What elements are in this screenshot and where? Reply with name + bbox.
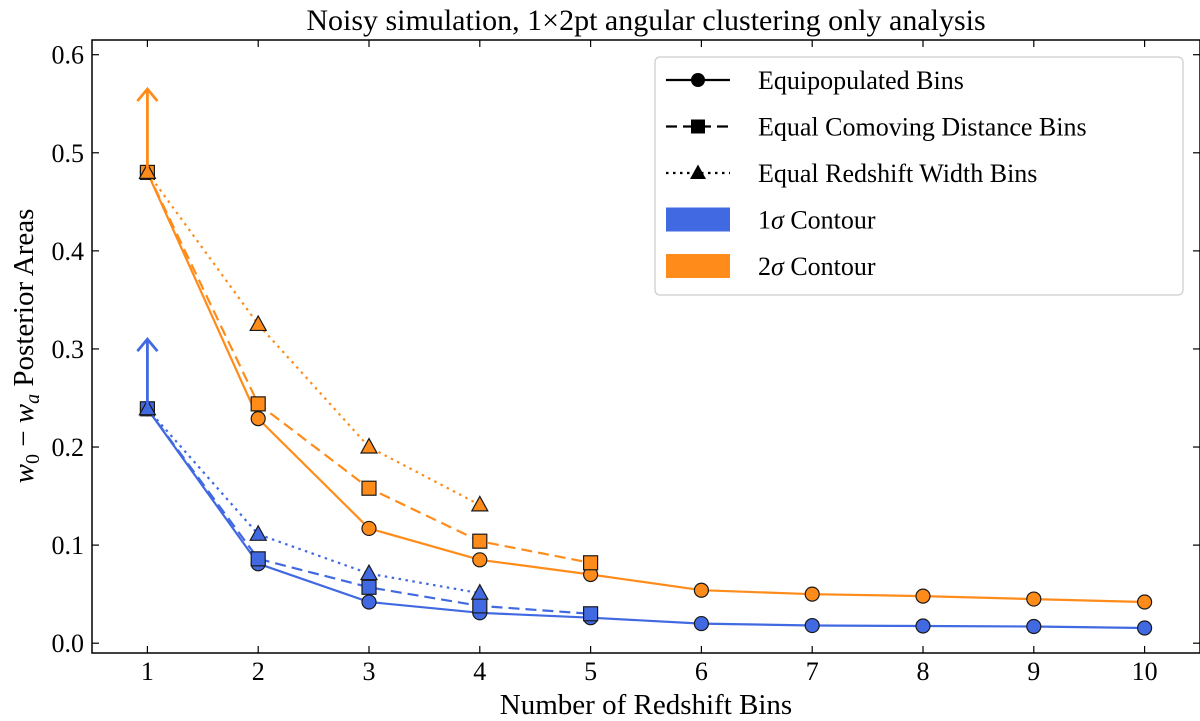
legend-box [654,56,1184,296]
series-1sigma-equal-redshift-width [138,399,489,600]
data-point [250,410,266,427]
y-tick-label: 0.1 [52,531,85,560]
data-point [804,586,820,602]
legend-label: Equal Redshift Width Bins [758,159,1037,188]
data-point [804,617,820,634]
x-tick-label: 3 [363,657,376,686]
axes-frame [91,39,1200,654]
y-tick-label: 0.5 [52,139,85,168]
y-tick-label: 0.6 [52,41,85,70]
series-1sigma-equal-comoving-distance [139,401,599,622]
series-1sigma-equipopulated [139,401,1153,636]
series-line [146,171,591,564]
x-tick-label: 9 [1027,657,1040,686]
data-point [361,480,377,496]
y-tick-label: 0.3 [52,335,85,364]
data-point [472,552,488,568]
data-point [1026,618,1042,635]
data-point [582,606,599,622]
data-point [359,437,379,454]
series-line [146,408,1145,630]
data-point [915,618,931,634]
legend-label: Equal Comoving Distance Bins [758,113,1087,142]
x-tick-label: 6 [695,657,708,686]
data-point [249,524,268,541]
lower-limit-arrow [136,336,159,409]
legend: Equipopulated Bins Equal Comoving Distanc… [654,56,1184,296]
y-tick-label: 0.0 [52,629,85,658]
x-tick-label: 2 [252,657,265,686]
series-line [146,171,1145,604]
legend-entry: Equal Comoving Distance Bins [666,113,1087,142]
x-tick-label: 8 [917,657,930,686]
plot-area [136,86,1153,636]
lower-limit-arrow [136,86,159,173]
y-tick-label: 0.4 [52,237,85,266]
data-point [915,588,931,604]
x-tick-label: 1 [141,657,154,686]
data-point [1026,591,1042,607]
x-tick-label: 10 [1132,657,1158,686]
legend-entry: Equipopulated Bins [666,66,964,95]
data-point [470,583,489,600]
series-2sigma-equal-redshift-width [138,162,489,512]
data-point [472,533,488,549]
y-axis-label: w0 − wa Posterior Areas [8,209,44,484]
data-point [250,396,266,412]
legend-entry: 2σ Contour [666,252,876,281]
chart-title: Noisy simulation, 1×2pt angular clusteri… [306,4,985,37]
arrow-head [136,86,159,102]
data-point [693,582,710,598]
data-point [249,314,268,332]
data-point [693,615,710,632]
legend-label: Equipopulated Bins [758,66,964,95]
data-point [359,563,379,581]
data-point [472,598,488,614]
series-line [146,171,481,506]
arrow-head [136,336,159,353]
data-point [470,495,489,512]
legend-color-swatch [666,207,730,232]
data-point [361,579,377,595]
data-point [361,520,377,537]
x-tick-label: 7 [806,657,819,686]
data-point [250,551,266,567]
legend-entry: 1σ Contour [666,206,876,235]
data-point [582,555,599,571]
legend-entry: Equal Redshift Width Bins [666,159,1037,188]
legend-marker [690,164,706,179]
series-2sigma-equal-comoving-distance [139,164,599,571]
legend-label: 2σ Contour [758,252,876,281]
data-point [1136,620,1153,636]
x-axis-label: Number of Redshift Bins [500,689,792,721]
series-line [146,408,591,615]
series-line [146,408,480,595]
x-tick-label: 4 [473,657,486,686]
legend-marker [691,119,705,134]
x-tick-label: 5 [584,657,597,686]
legend-color-swatch [666,254,730,278]
series-2sigma-equipopulated [139,164,1153,610]
legend-label: 1σ Contour [758,206,876,235]
data-point [361,594,377,610]
legend-marker [691,73,705,87]
y-tick-label: 0.2 [52,433,85,462]
data-point [1136,594,1153,610]
axis-ticks: 1 2 3 4 5 6 7 8 9 10 0.0 0.1 0.2 0.3 0.4 0.5 0.6 [52,40,1200,686]
